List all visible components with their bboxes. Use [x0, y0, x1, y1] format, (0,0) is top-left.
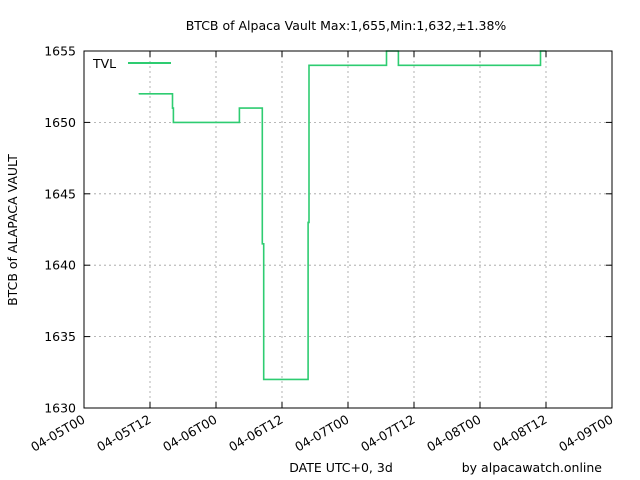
x-tick-label: 04-05T12: [94, 412, 153, 455]
data-point: [539, 64, 541, 66]
y-tick-label: 1640: [44, 258, 76, 273]
series-line-tvl: [139, 50, 546, 381]
legend-label-tvl: TVL: [92, 56, 116, 71]
data-point: [170, 93, 173, 95]
axes: 1630 1635 1640 1645 1650 1655 04-05T00 04-05T12…: [28, 44, 615, 455]
y-tick-label: 1650: [44, 115, 76, 130]
data-point: [308, 64, 310, 66]
y-axis-label: BTCB of ALAPACA VAULT: [5, 154, 20, 306]
credit-text: by alpacawatch.online: [462, 460, 603, 475]
data-point: [238, 121, 240, 123]
series-layer: [138, 50, 547, 381]
y-tick-label: 1655: [44, 44, 76, 59]
grid-lines: [83, 50, 613, 409]
data-point: [385, 64, 387, 66]
x-tick-label: 04-07T00: [292, 412, 351, 455]
data-point: [261, 107, 263, 109]
data-point: [307, 378, 309, 380]
data-point: [261, 243, 263, 245]
y-tick-label: 1645: [44, 186, 76, 201]
x-tick-label: 04-09T00: [556, 412, 615, 455]
data-point: [263, 378, 265, 380]
data-point: [171, 107, 174, 109]
y-tick-label: 1630: [44, 401, 76, 416]
plot-frame: [83, 50, 613, 409]
x-tick-label: 04-08T12: [490, 412, 549, 455]
data-point: [138, 93, 140, 95]
data-point: [172, 121, 174, 123]
x-tick-label: 04-06T12: [226, 412, 285, 455]
data-point: [397, 64, 399, 66]
x-tick-label: 04-07T12: [358, 412, 417, 455]
data-point: [307, 221, 309, 223]
x-tick-label: 04-08T00: [424, 412, 483, 455]
x-tick-label: 04-05T00: [28, 412, 87, 455]
x-axis-label: DATE UTC+0, 3d: [289, 460, 393, 475]
y-tick-label: 1635: [44, 329, 76, 344]
chart-title: BTCB of Alpaca Vault Max:1,655,Min:1,632…: [186, 18, 507, 33]
legend: TVL: [92, 56, 171, 71]
data-point: [238, 107, 240, 109]
x-tick-label: 04-06T00: [160, 412, 219, 455]
